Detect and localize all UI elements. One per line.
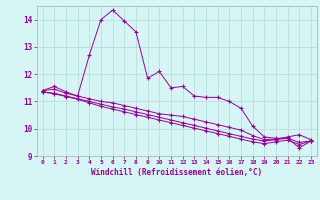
X-axis label: Windchill (Refroidissement éolien,°C): Windchill (Refroidissement éolien,°C) xyxy=(91,168,262,177)
